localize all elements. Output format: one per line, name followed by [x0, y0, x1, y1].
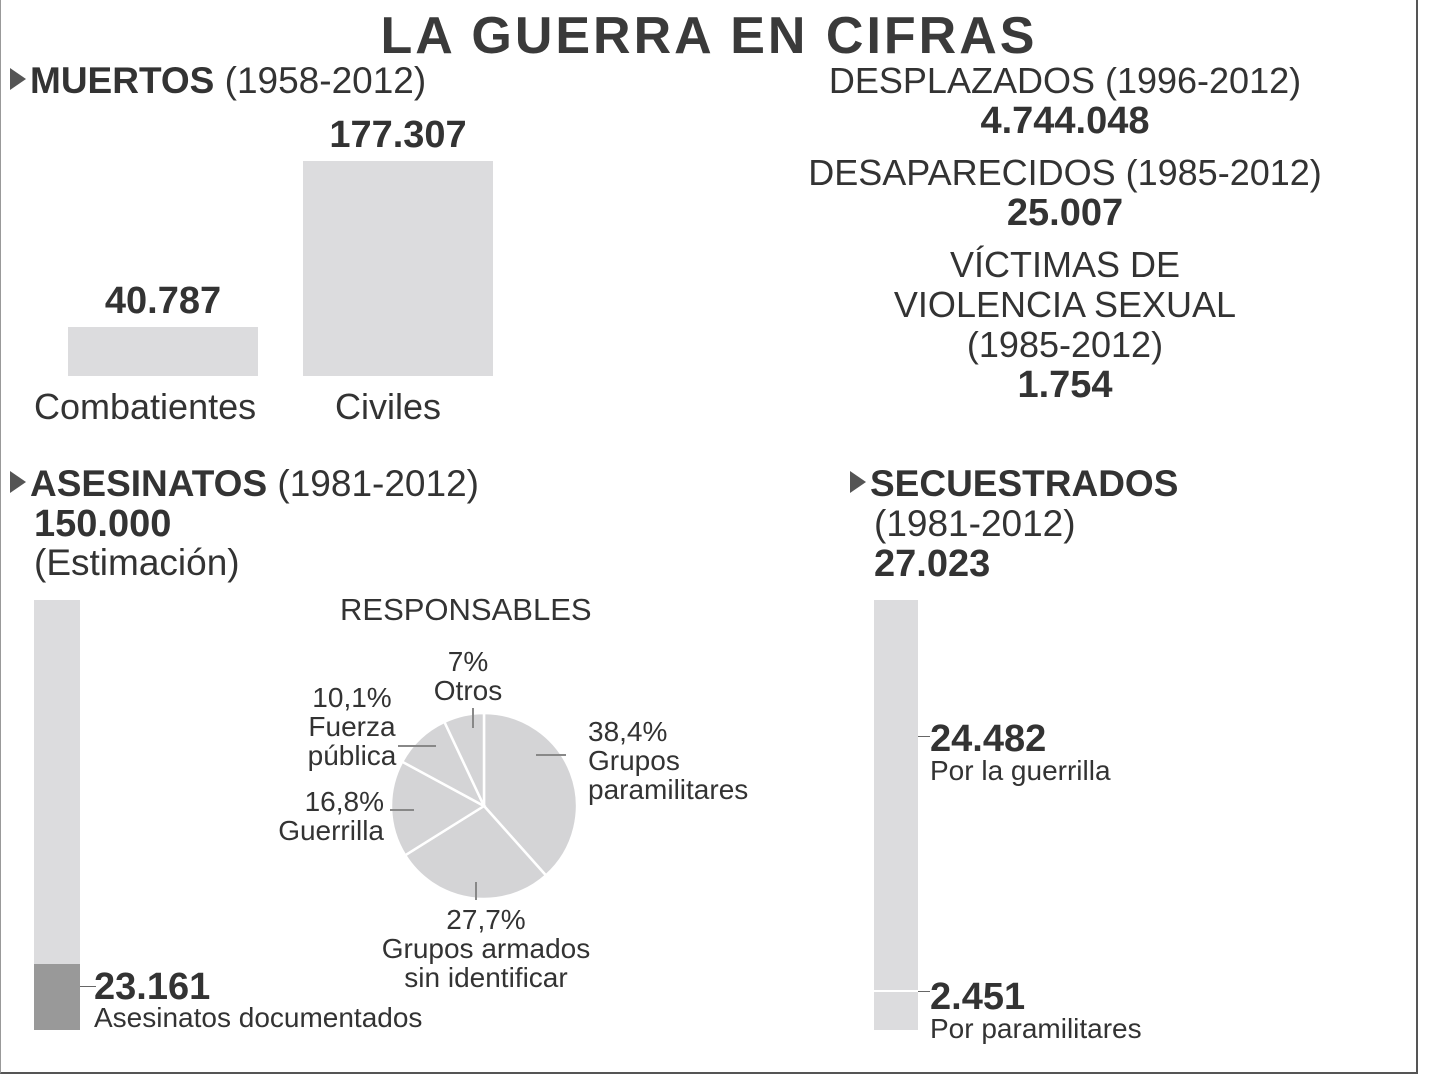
bar-civiles	[303, 161, 493, 376]
asesinatos-documented-text: Asesinatos documentados	[94, 1002, 423, 1033]
pie-label-fuerza-publica: 10,1% Fuerza pública	[307, 682, 397, 771]
secuestrados-divider	[874, 989, 918, 992]
muertos-heading: MUERTOS (1958-2012)	[10, 60, 426, 102]
asesinatos-heading: ASESINATOS (1981-2012)	[10, 463, 479, 505]
secuestrados-paramilitares-value: 2.451	[930, 976, 1026, 1018]
bar-value-civiles: 177.307	[329, 114, 467, 156]
bar-combatientes	[68, 326, 258, 376]
pie-label-otros: 7% Otros	[433, 646, 503, 706]
secuestrados-heading: SECUESTRADOS	[850, 463, 1178, 505]
asesinatos-documented-value: 23.161	[94, 966, 211, 1008]
pie-label-paramilitares: 38,4% Grupos paramilitares	[588, 716, 749, 805]
violencia-line3: (1985-2012)	[966, 324, 1164, 365]
pie-slice-sin-identificar	[403, 804, 548, 901]
violencia-line2: VIOLENCIA SEXUAL	[893, 284, 1237, 325]
bar-value-combatientes: 40.787	[104, 279, 222, 322]
secuestrados-paramilitares-text: Por paramilitares	[930, 1013, 1142, 1044]
secuestrados-period: (1981-2012)	[874, 503, 1076, 544]
asesinatos-documented-leader	[80, 985, 96, 987]
desplazados-value: 4.744.048	[980, 100, 1150, 142]
triangle-right-icon	[10, 68, 26, 91]
secuestrados-guerrilla-value: 24.482	[930, 718, 1047, 760]
desplazados-label: DESPLAZADOS (1996-2012)	[828, 60, 1302, 101]
page-title: LA GUERRA EN CIFRAS	[380, 7, 1038, 65]
secuestrados-bar	[874, 600, 918, 1030]
guerrilla-leader	[918, 736, 930, 737]
paramilitares-leader	[918, 990, 930, 992]
category-combatientes: Combatientes	[34, 386, 257, 427]
asesinatos-documented-bar	[34, 963, 80, 1030]
asesinatos-total: 150.000	[34, 503, 172, 545]
asesinatos-note: (Estimación)	[34, 542, 240, 583]
asesinatos-total-bar	[34, 600, 80, 1030]
pie-label-guerrilla: 16,8% Guerrilla	[278, 786, 384, 846]
triangle-right-icon	[10, 471, 26, 494]
responsables-title: RESPONSABLES	[340, 592, 592, 627]
triangle-right-icon	[850, 471, 866, 494]
pie-slice-otros	[442, 711, 486, 807]
secuestrados-guerrilla-text: Por la guerrilla	[930, 755, 1111, 786]
category-civiles: Civiles	[335, 386, 442, 427]
secuestrados-total: 27.023	[874, 543, 991, 585]
pie-slice-guerrilla	[389, 760, 487, 858]
desaparecidos-value: 25.007	[1006, 192, 1124, 234]
violencia-line1: VÍCTIMAS DE	[949, 244, 1181, 285]
violencia-value: 1.754	[1017, 364, 1113, 406]
pie-label-sin-identificar: 27,7% Grupos armados sin identificar	[381, 904, 591, 993]
pie-slice-paramilitares	[482, 711, 579, 878]
desaparecidos-label: DESAPARECIDOS (1985-2012)	[808, 152, 1322, 193]
